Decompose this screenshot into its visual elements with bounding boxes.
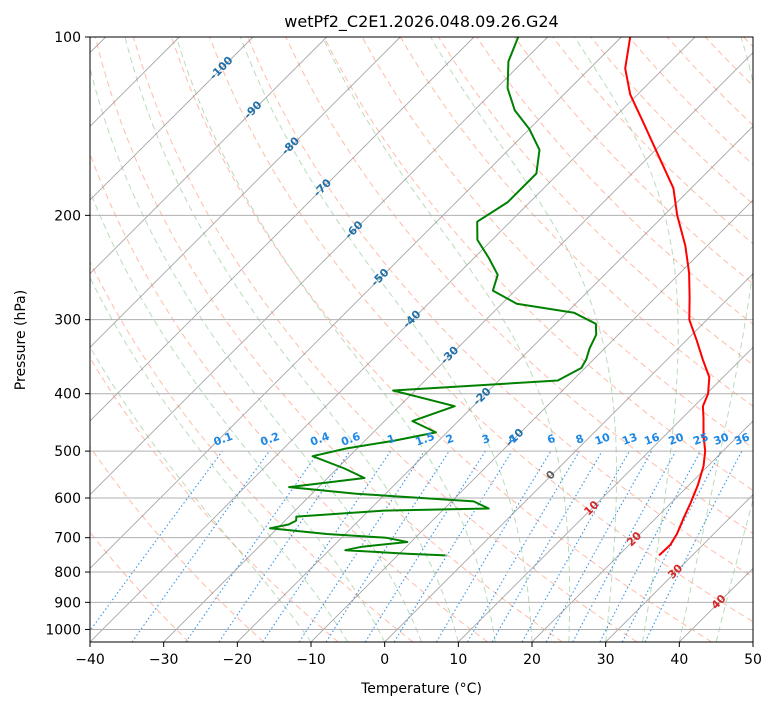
x-axis-label: Temperature (°C) bbox=[360, 681, 482, 697]
x-tick-label: 30 bbox=[597, 652, 615, 668]
y-tick-label: 100 bbox=[54, 30, 81, 46]
moist-adiabat bbox=[90, 65, 422, 642]
mixing-ratio-label: 0.1 bbox=[212, 430, 235, 449]
mixing-ratio-line bbox=[521, 450, 630, 642]
y-tick-label: 900 bbox=[54, 595, 81, 611]
mixing-ratio-line bbox=[298, 450, 425, 642]
y-axis-label: Pressure (hPa) bbox=[13, 290, 29, 390]
moist-adiabat bbox=[90, 189, 386, 642]
isotherm bbox=[237, 125, 753, 642]
mixing-ratio-label: 30 bbox=[712, 430, 731, 448]
mixing-ratio-line bbox=[90, 450, 223, 632]
isotherm bbox=[310, 199, 753, 642]
moist-adiabat bbox=[90, 276, 349, 642]
plot-frame bbox=[89, 36, 754, 643]
moist-adiabat bbox=[430, 37, 617, 642]
mixing-ratio-line bbox=[644, 450, 743, 642]
dry-adiabat bbox=[285, 37, 753, 535]
y-tick-label: 1000 bbox=[45, 622, 81, 638]
dry-adiabat bbox=[171, 37, 712, 642]
x-tick-label: 0 bbox=[380, 652, 389, 668]
isotherm bbox=[163, 52, 753, 642]
mixing-ratio-line bbox=[393, 450, 513, 642]
dry-adiabat bbox=[476, 37, 753, 325]
x-tick-label: −10 bbox=[296, 652, 326, 668]
x-tick-label: −30 bbox=[149, 652, 179, 668]
mixing-ratio-line bbox=[572, 450, 677, 642]
x-tick-label: 20 bbox=[523, 652, 541, 668]
mixing-ratio-label: 20 bbox=[667, 430, 686, 448]
isotherm bbox=[458, 346, 753, 642]
y-axis-ticks: 100 200 300 400 500 600 700 800 900 1000 bbox=[45, 30, 90, 638]
dry-adiabat bbox=[94, 37, 563, 642]
dry-adiabat bbox=[90, 356, 339, 642]
mixing-ratio-line bbox=[131, 450, 270, 642]
y-tick-label: 400 bbox=[54, 387, 81, 403]
dry-adiabat bbox=[90, 260, 414, 642]
mixing-ratio-line bbox=[185, 450, 320, 642]
y-tick-label: 500 bbox=[54, 444, 81, 460]
isotherm bbox=[605, 494, 753, 642]
moist-adiabat bbox=[678, 37, 753, 642]
mixing-ratio-label: 0.6 bbox=[339, 430, 362, 449]
moist-adiabat bbox=[715, 498, 753, 642]
mixing-ratio-line bbox=[545, 450, 653, 642]
y-tick-label: 700 bbox=[54, 531, 81, 547]
y-tick-label: 300 bbox=[54, 313, 81, 329]
moist-adiabat bbox=[239, 37, 533, 642]
mixing-ratio-label: 0.4 bbox=[309, 430, 332, 449]
mixing-ratio-label: 36 bbox=[733, 430, 752, 448]
isotherm bbox=[90, 37, 475, 422]
moist-adiabat bbox=[175, 37, 496, 642]
dry-adiabat bbox=[247, 37, 753, 578]
x-tick-label: 50 bbox=[744, 652, 762, 668]
mixing-ratio-label: 3 bbox=[480, 432, 492, 447]
mixing-ratio-label: 13 bbox=[620, 431, 639, 448]
dewpoint-line bbox=[269, 37, 598, 557]
isotherm bbox=[90, 37, 548, 496]
mixing-ratio-label: 2 bbox=[444, 432, 456, 447]
y-tick-label: 200 bbox=[54, 208, 81, 224]
x-tick-label: 10 bbox=[449, 652, 467, 668]
mixing-ratio-label: 6 bbox=[545, 432, 557, 447]
temperature-line bbox=[624, 37, 711, 557]
mixing-ratio-label: 25 bbox=[691, 431, 710, 448]
profile-series bbox=[269, 37, 711, 557]
mixing-ratio-label: 1.5 bbox=[414, 430, 437, 449]
mixing-ratio-label: 10 bbox=[593, 430, 612, 448]
mixing-ratio-label: 4 bbox=[507, 432, 519, 447]
isotherm bbox=[90, 37, 327, 275]
isotherm bbox=[531, 420, 753, 642]
x-axis-ticks: −40 −30 −20 −10 0 10 20 30 40 50 bbox=[75, 642, 762, 668]
mixing-ratio-label: 0.2 bbox=[259, 430, 282, 449]
plot-area bbox=[90, 37, 753, 642]
dry-adiabat bbox=[514, 37, 753, 285]
isotherm bbox=[90, 37, 254, 201]
mixing-ratio-line bbox=[218, 450, 351, 642]
x-tick-label: −40 bbox=[75, 652, 105, 668]
mixing-ratio-label: 16 bbox=[642, 430, 661, 448]
dry-adiabat bbox=[209, 37, 753, 623]
chart-title: wetPf2_C2E1.2026.048.09.26.G24 bbox=[284, 12, 558, 32]
mixing-ratio-label: 1 bbox=[385, 432, 397, 447]
background-lines bbox=[90, 37, 753, 642]
y-tick-label: 600 bbox=[54, 491, 81, 507]
x-tick-label: −20 bbox=[223, 652, 253, 668]
y-tick-label: 800 bbox=[54, 565, 81, 581]
mixing-ratio-line bbox=[325, 450, 450, 642]
isotherm bbox=[90, 37, 622, 569]
dry-adiabat bbox=[323, 37, 753, 491]
mixing-ratio-label: 8 bbox=[574, 432, 586, 447]
moist-adiabat bbox=[124, 37, 459, 642]
x-tick-label: 40 bbox=[670, 652, 688, 668]
dry-adiabat bbox=[90, 446, 264, 642]
isotherm bbox=[90, 37, 696, 642]
dry-adiabat bbox=[132, 37, 638, 642]
moist-adiabat bbox=[322, 37, 571, 642]
isotherm bbox=[90, 37, 401, 348]
isotherm bbox=[384, 273, 753, 642]
moist-adiabat bbox=[574, 37, 679, 642]
